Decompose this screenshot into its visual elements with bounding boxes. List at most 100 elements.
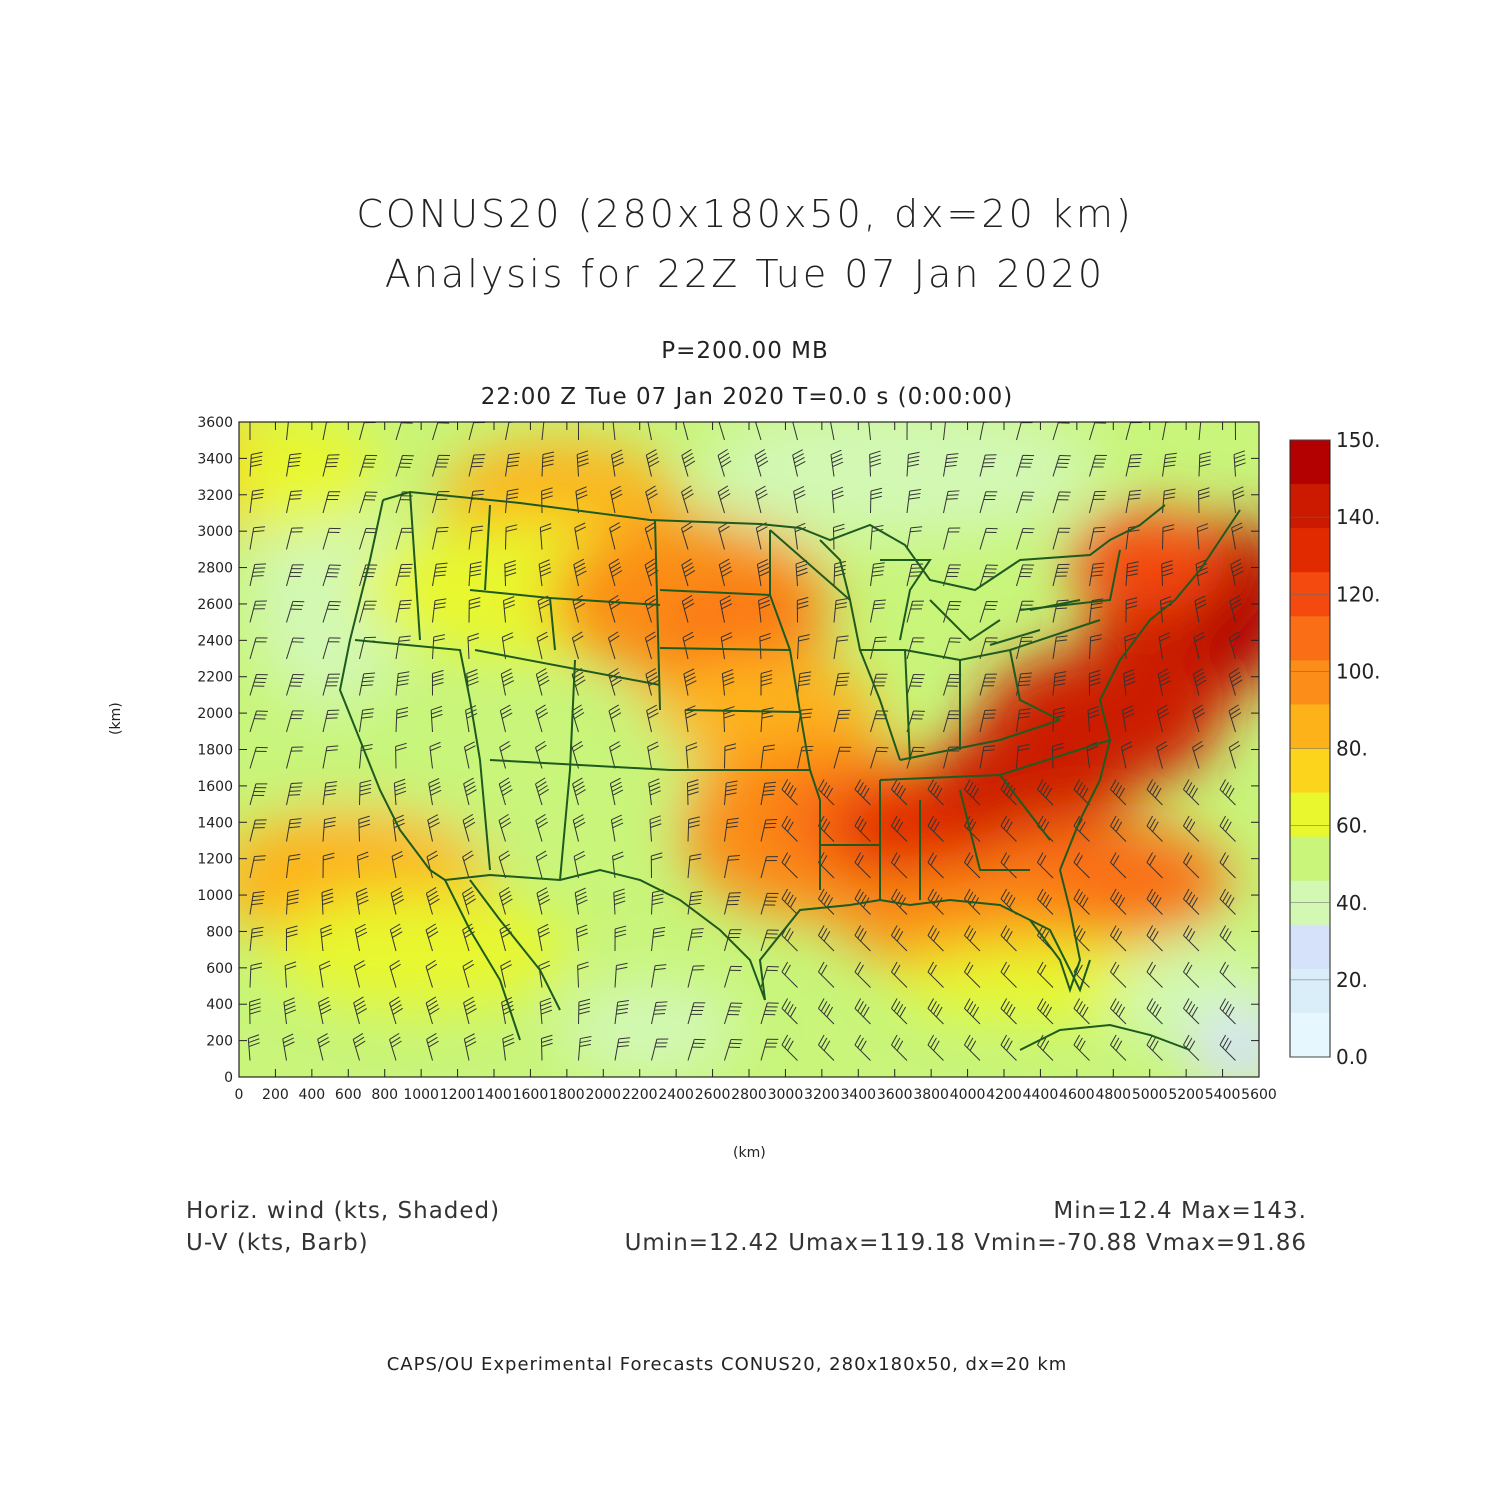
barb-flag [891,1034,898,1046]
barb-flag [857,891,864,903]
barb-flag [467,637,480,642]
barb-flag [502,676,514,683]
barb-flag [573,781,584,789]
pressure-level-label: P=200.00 MB [661,338,829,364]
barb-flag [614,933,627,938]
great-lakes [880,559,1081,646]
barb-flag [681,558,692,566]
barb-flag [1219,779,1227,790]
barb-flag [359,783,372,788]
barb-flag [654,1009,666,1011]
barb-flag [896,784,904,796]
barb-flag [1194,712,1206,719]
barb-flag [616,1011,628,1015]
barb-flag [1126,573,1138,577]
barb-flag [327,418,338,419]
barb-flag [787,1003,794,1015]
barb-flag [1112,891,1120,903]
colorbar-label: 20. [1336,968,1368,992]
barb-flag [832,494,844,500]
barb-flag [502,1004,514,1011]
barb-flag [933,894,940,905]
barb-flag [1185,782,1193,793]
barb-flag [792,449,803,456]
barb-flag [288,826,301,829]
barb-flag [248,1042,260,1048]
barb-flag [463,963,475,971]
barb-flag [325,785,337,788]
barb-flag [800,708,813,711]
barb-flag [1076,891,1083,903]
axis-ticks: 0 200 400 600 800 1000 1200 1400 1600 1800 2000 220… [197,415,1276,1103]
barb-flag [392,854,404,861]
x-tick-label: 4600 [1059,1087,1095,1103]
barb-flag [541,1038,553,1043]
barb-flag [503,600,515,606]
barb-flag [536,668,547,675]
barb-flag [539,964,551,971]
barb-flag [356,891,368,898]
barb-flag [506,492,519,496]
barb-flag [541,1042,553,1047]
barb-flag [353,996,364,1004]
barb-flag [1115,1003,1123,1015]
barb-flag [573,814,584,821]
barb-flag [576,490,588,496]
barb-flag [616,1007,629,1011]
barb-flag [617,1045,629,1048]
barb-flag [251,930,264,934]
barb-flag [1126,569,1139,573]
barb-flag [1000,1034,1008,1046]
barb-flag [396,683,409,687]
barb-flag [430,705,443,711]
barb-flag [1152,784,1159,796]
barb-flag [507,460,519,464]
barb-flag [648,712,659,719]
barb-flag [613,892,625,898]
barb-flag [1198,487,1210,492]
x-tick-label: 4800 [1095,1087,1131,1103]
barb-flag [288,464,300,468]
barb-flag [969,784,977,796]
barb-flag [757,563,769,569]
barb-flag [253,567,266,569]
barb-flag [754,449,765,456]
barb-flag [1154,897,1162,908]
barb-flag [763,789,775,792]
barb-flag [575,486,587,492]
barb-flag [1042,821,1050,832]
barb-flag [427,1000,438,1008]
barb-flag [575,526,586,533]
barb-flag [1185,818,1193,830]
barb-flag [576,924,588,930]
barb-flag [1159,632,1170,638]
barb-flag [651,852,663,857]
shaded-field-label: Horiz. wind (kts, Shaded) [186,1198,501,1224]
barb-flag [287,897,299,902]
barb-flag [580,1035,592,1040]
barb-flag [682,489,693,497]
barb-flag [574,712,585,720]
barb-flag [578,1006,590,1011]
barb-flag [871,574,884,577]
barb-flag [1157,704,1168,712]
barb-flag [1090,638,1102,642]
barb-flag [893,855,901,866]
barb-flag [1094,526,1106,529]
barb-flag [1152,930,1159,942]
barb-flag [1194,595,1206,602]
barb-flag [1089,669,1101,674]
barb-flag [400,599,412,602]
barb-flag [573,744,584,752]
barb-flag [618,1041,630,1044]
barb-flag [800,712,812,715]
x-tick-label: 1600 [513,1087,549,1103]
barb-flag [857,964,864,976]
barb-flag [395,790,407,796]
barb-flag [723,714,735,719]
barb-flag [1154,1006,1162,1018]
barb-flag [1183,779,1190,790]
barb-flag [499,741,510,748]
barb-flag [930,891,937,903]
barb-flag [1183,852,1190,863]
